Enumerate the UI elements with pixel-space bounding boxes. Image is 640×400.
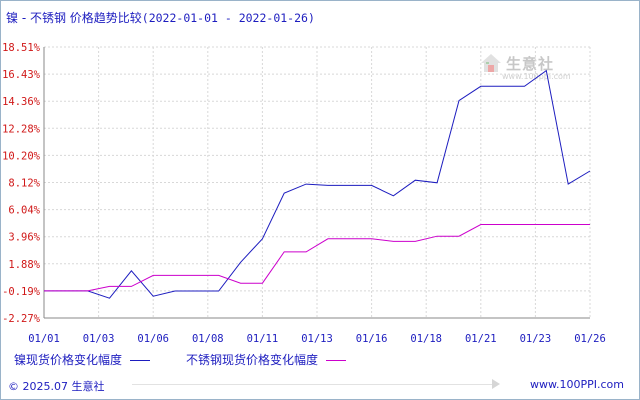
series-lines	[44, 69, 591, 299]
watermark-name: 生意社	[506, 54, 555, 73]
y-tick-label: -0.19%	[2, 286, 41, 298]
footer: © 2025.07 生意社 www.100PPI.com	[0, 370, 638, 398]
x-tick-label: 01/18	[410, 333, 442, 345]
legend-item-nickel: 镍现货价格变化幅度	[14, 351, 151, 368]
title-text: 镍 - 不锈钢 价格趋势比较	[6, 11, 142, 25]
chart-title: 镍 - 不锈钢 价格趋势比较(2022-01-01 - 2022-01-26)	[6, 9, 315, 26]
y-tick-label: 3.96%	[8, 232, 40, 244]
date-range: (2022-01-01 - 2022-01-26)	[141, 11, 315, 25]
x-tick-label: 01/01	[28, 333, 60, 345]
x-tick-label: 01/08	[192, 333, 224, 345]
watermark: 生意社 www.100ppi.com	[480, 52, 571, 81]
y-tick-label: 8.12%	[8, 178, 40, 190]
x-tick-label: 01/23	[520, 333, 552, 345]
x-tick-label: 01/06	[137, 333, 169, 345]
axes	[43, 47, 590, 319]
y-tick-label: 10.20%	[2, 150, 41, 162]
copyright-text: © 2025.07 生意社	[8, 380, 105, 393]
legend-label-stainless: 不锈钢现货价格变化幅度	[186, 353, 319, 367]
y-tick-label: 6.04%	[8, 205, 40, 217]
footer-arrow-icon	[492, 379, 500, 389]
legend-swatch-stainless	[326, 360, 347, 361]
y-tick-labels: 18.51% 16.43% 14.36% 12.28% 10.20% 8.12% 6.04%…	[2, 42, 41, 325]
footer-divider	[132, 384, 492, 385]
x-tick-label: 01/11	[247, 333, 279, 345]
series-line-0	[44, 69, 591, 299]
legend-label-nickel: 镍现货价格变化幅度	[14, 353, 123, 367]
y-tick-label: 1.88%	[8, 259, 40, 271]
y-tick-label: 16.43%	[2, 69, 41, 81]
x-tick-labels: 01/01 01/03 01/06 01/08 01/11 01/13 01/16 01/18…	[28, 333, 606, 345]
y-tick-label: 18.51%	[2, 42, 41, 54]
y-tick-label: 12.28%	[2, 123, 41, 135]
legend-item-stainless: 不锈钢现货价格变化幅度	[186, 351, 347, 368]
watermark-url: www.100ppi.com	[502, 72, 571, 81]
y-tick-label: 14.36%	[2, 96, 41, 108]
y-tick-label: -2.27%	[2, 313, 41, 325]
x-tick-label: 01/21	[465, 333, 497, 345]
x-tick-label: 01/26	[574, 333, 606, 345]
series-line-1	[44, 224, 590, 292]
x-tick-label: 01/13	[301, 333, 333, 345]
house-logo-icon	[481, 54, 501, 72]
x-tick-label: 01/16	[356, 333, 388, 345]
x-tick-label: 01/03	[83, 333, 115, 345]
legend-swatch-nickel	[130, 360, 151, 361]
site-link[interactable]: www.100PPI.com	[530, 378, 624, 391]
